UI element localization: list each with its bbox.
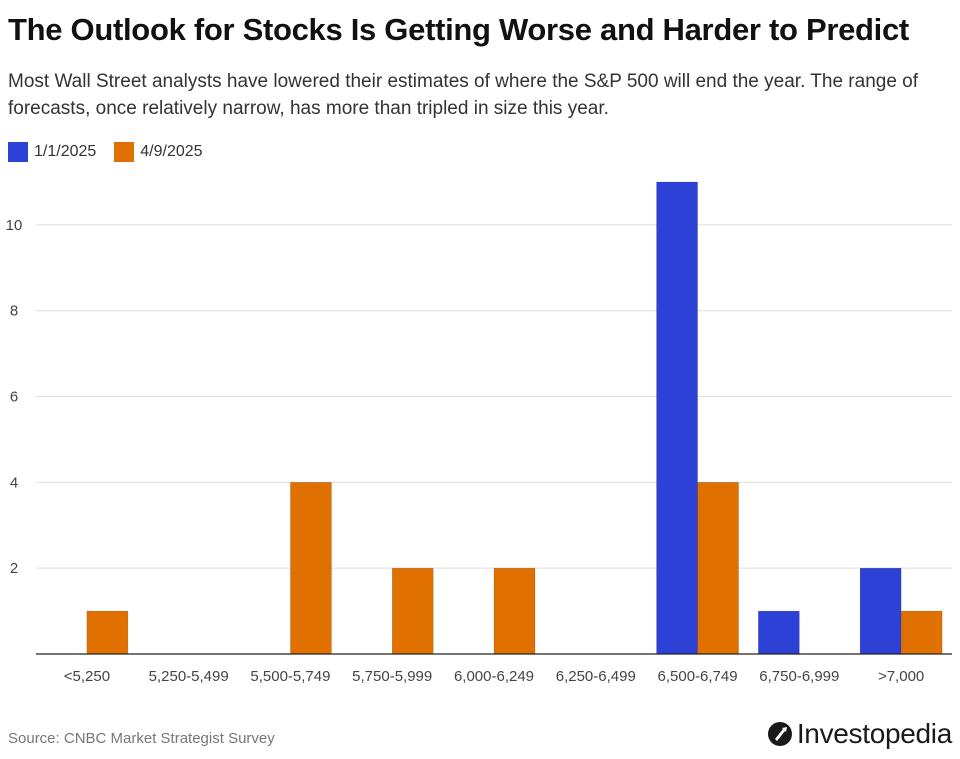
bar-2-0 (86, 610, 129, 655)
chart-title: The Outlook for Stocks Is Getting Worse … (8, 12, 909, 47)
x-tick-label: 5,750-5,999 (352, 668, 432, 685)
y-tick-label: 10 (6, 217, 23, 234)
legend-label-series-2: 4/9/2025 (140, 143, 203, 160)
legend: 1/1/2025 4/9/2025 (8, 140, 221, 164)
y-tick-label: 8 (10, 303, 18, 320)
x-tick-label: 6,250-6,499 (556, 668, 636, 685)
y-tick-label: 2 (10, 560, 18, 577)
bar-1-8 (859, 567, 902, 655)
brand-name: Investopedia (796, 718, 952, 749)
x-tick-label: >7,000 (878, 668, 924, 685)
bar-1-6 (656, 181, 698, 655)
y-tick-label: 4 (10, 474, 18, 491)
legend-swatch-series-1 (8, 142, 28, 162)
legend-label-series-1: 1/1/2025 (34, 143, 97, 160)
bar-2-6 (697, 482, 739, 655)
x-tick-label: 6,750-6,999 (759, 668, 839, 685)
bar-2-8 (900, 610, 943, 655)
investopedia-logo-icon (767, 722, 792, 746)
bar-chart: 2 4 6 8 10 <5,250 5,250-5,499 5,500-5,749 5,750-… (6, 181, 952, 685)
bar-1-7 (758, 610, 800, 655)
x-tick-label: 6,500-6,749 (658, 668, 738, 685)
legend-swatch-series-2 (114, 142, 135, 162)
x-tick-label: 6,000-6,249 (454, 668, 534, 685)
legend-item-series-1: 1/1/2025 (8, 142, 96, 162)
y-tick-label: 6 (10, 389, 18, 406)
chart-subtitle: Most Wall Street analysts have lowered t… (8, 71, 919, 119)
source-note: Source: CNBC Market Strategist Survey (8, 730, 275, 747)
x-tick-label: 5,250-5,499 (149, 668, 229, 685)
bar-2-3 (391, 567, 434, 655)
legend-item-series-2: 4/9/2025 (114, 142, 203, 162)
bar-2-4 (493, 567, 536, 655)
brand-logo: Investopedia (767, 716, 952, 752)
bar-2-2 (290, 482, 332, 655)
x-tick-label: <5,250 (64, 668, 110, 685)
x-tick-label: 5,500-5,749 (250, 668, 330, 685)
